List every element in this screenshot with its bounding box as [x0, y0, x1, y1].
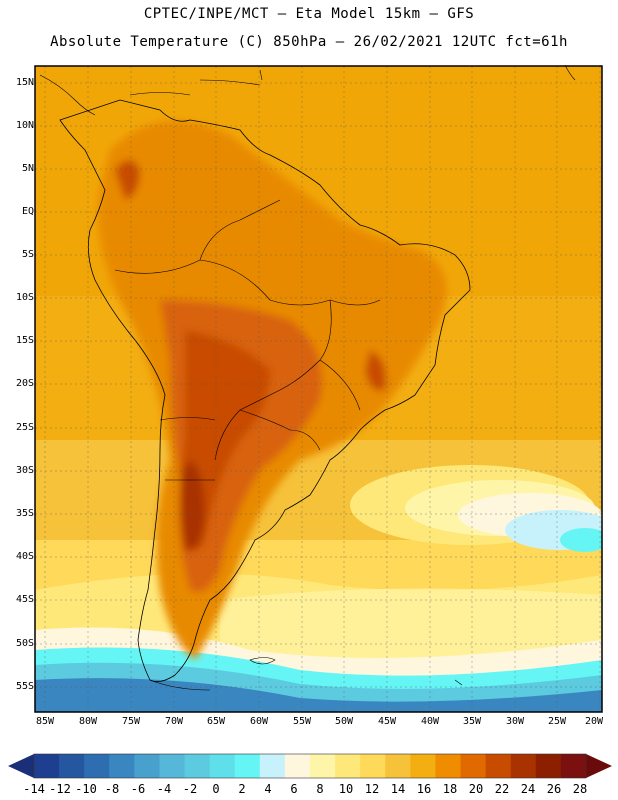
colorbar-cell	[84, 754, 110, 778]
lon-label: 50W	[334, 716, 354, 727]
colorbar-tick-label: 20	[468, 782, 484, 796]
lon-label: 55W	[292, 716, 312, 727]
lat-label: 15N	[15, 77, 34, 88]
colorbar-tick-label: -14	[23, 782, 45, 796]
lon-label: 25W	[547, 716, 567, 727]
lat-label: 10N	[15, 120, 34, 131]
lon-label: 45W	[377, 716, 397, 727]
colorbar-tick-label: 8	[316, 782, 324, 796]
colorbar-cell	[159, 754, 186, 778]
colorbar-cell	[184, 754, 211, 778]
lat-label: 35S	[15, 508, 34, 519]
colorbar-underflow	[8, 754, 34, 778]
colorbar-cell	[535, 754, 562, 778]
lat-label: 20S	[15, 378, 34, 389]
lat-label: EQ	[21, 206, 34, 217]
colorbar-cell	[284, 754, 311, 778]
colorbar-cell	[435, 754, 462, 778]
lon-label: 35W	[462, 716, 482, 727]
lon-label: 75W	[121, 716, 141, 727]
colorbar-tick-label: 24	[520, 782, 536, 796]
title-line-1: CPTEC/INPE/MCT – Eta Model 15km – GFS	[143, 6, 475, 22]
lon-label: 40W	[420, 716, 440, 727]
map-frame	[34, 65, 603, 713]
colorbar-cell	[134, 754, 160, 778]
colorbar-tick-label: -10	[75, 782, 97, 796]
field-band-m4	[35, 678, 602, 712]
colorbar-tick-label: -8	[104, 782, 120, 796]
lon-label: 85W	[35, 716, 55, 727]
lat-label: 25S	[15, 422, 34, 433]
colorbar-cell	[410, 754, 436, 778]
colorbar-tick-label: 4	[264, 782, 272, 796]
lat-label: 55S	[15, 681, 34, 692]
colorbar-cell	[360, 754, 386, 778]
colorbar-tick-label: 28	[572, 782, 588, 796]
colorbar-cell	[109, 754, 135, 778]
colorbar-cell	[234, 754, 261, 778]
lat-label: 5N	[21, 163, 34, 174]
colorbar-cell	[510, 754, 537, 778]
colorbar-tick-label: 22	[494, 782, 510, 796]
field-continent	[98, 120, 447, 660]
colorbar-tick-label: 6	[290, 782, 298, 796]
lat-label: 45S	[15, 594, 34, 605]
colorbar-tick-label: 2	[238, 782, 246, 796]
colorbar-cell	[485, 754, 512, 778]
colorbar-overflow	[586, 754, 612, 778]
colorbar-cell	[34, 754, 60, 778]
lat-label: 50S	[15, 638, 34, 649]
lat-label: 10S	[15, 292, 34, 303]
colorbar-cell	[59, 754, 85, 778]
colorbar-cell	[460, 754, 487, 778]
colorbar-tick-label: 18	[442, 782, 458, 796]
colorbar-tick-label: 12	[364, 782, 380, 796]
colorbar-cell	[209, 754, 236, 778]
colorbar-tick-label: -6	[130, 782, 146, 796]
lon-label: 20W	[584, 716, 604, 727]
colorbar-tick-label: 0	[212, 782, 220, 796]
lon-label: 60W	[249, 716, 269, 727]
colorbar-cell	[259, 754, 286, 778]
lon-label: 30W	[505, 716, 525, 727]
lat-label: 40S	[15, 551, 34, 562]
colorbar-cell	[385, 754, 411, 778]
colorbar-cell	[560, 754, 587, 778]
colorbar-cell	[335, 754, 361, 778]
colorbar-cell	[310, 754, 336, 778]
colorbar-tick-label: 16	[416, 782, 432, 796]
lat-label: 5S	[21, 249, 34, 260]
colorbar-tick-label: -4	[156, 782, 172, 796]
colorbar-tick-label: 26	[546, 782, 562, 796]
lat-label: 15S	[15, 335, 34, 346]
lat-label: 30S	[15, 465, 34, 476]
colorbar-tick-label: -12	[49, 782, 71, 796]
title-line-2: Absolute Temperature (C) 850hPa – 26/02/…	[50, 34, 568, 50]
coastline	[59, 99, 471, 683]
colorbar-tick-label: -2	[182, 782, 198, 796]
colorbar	[8, 753, 612, 779]
colorbar-tick-label: 10	[338, 782, 354, 796]
lon-label: 65W	[206, 716, 226, 727]
lon-label: 70W	[164, 716, 184, 727]
colorbar-tick-label: 14	[390, 782, 406, 796]
lon-label: 80W	[78, 716, 98, 727]
